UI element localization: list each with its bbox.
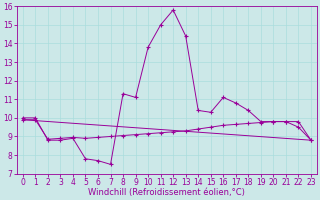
X-axis label: Windchill (Refroidissement éolien,°C): Windchill (Refroidissement éolien,°C) [88, 188, 245, 197]
